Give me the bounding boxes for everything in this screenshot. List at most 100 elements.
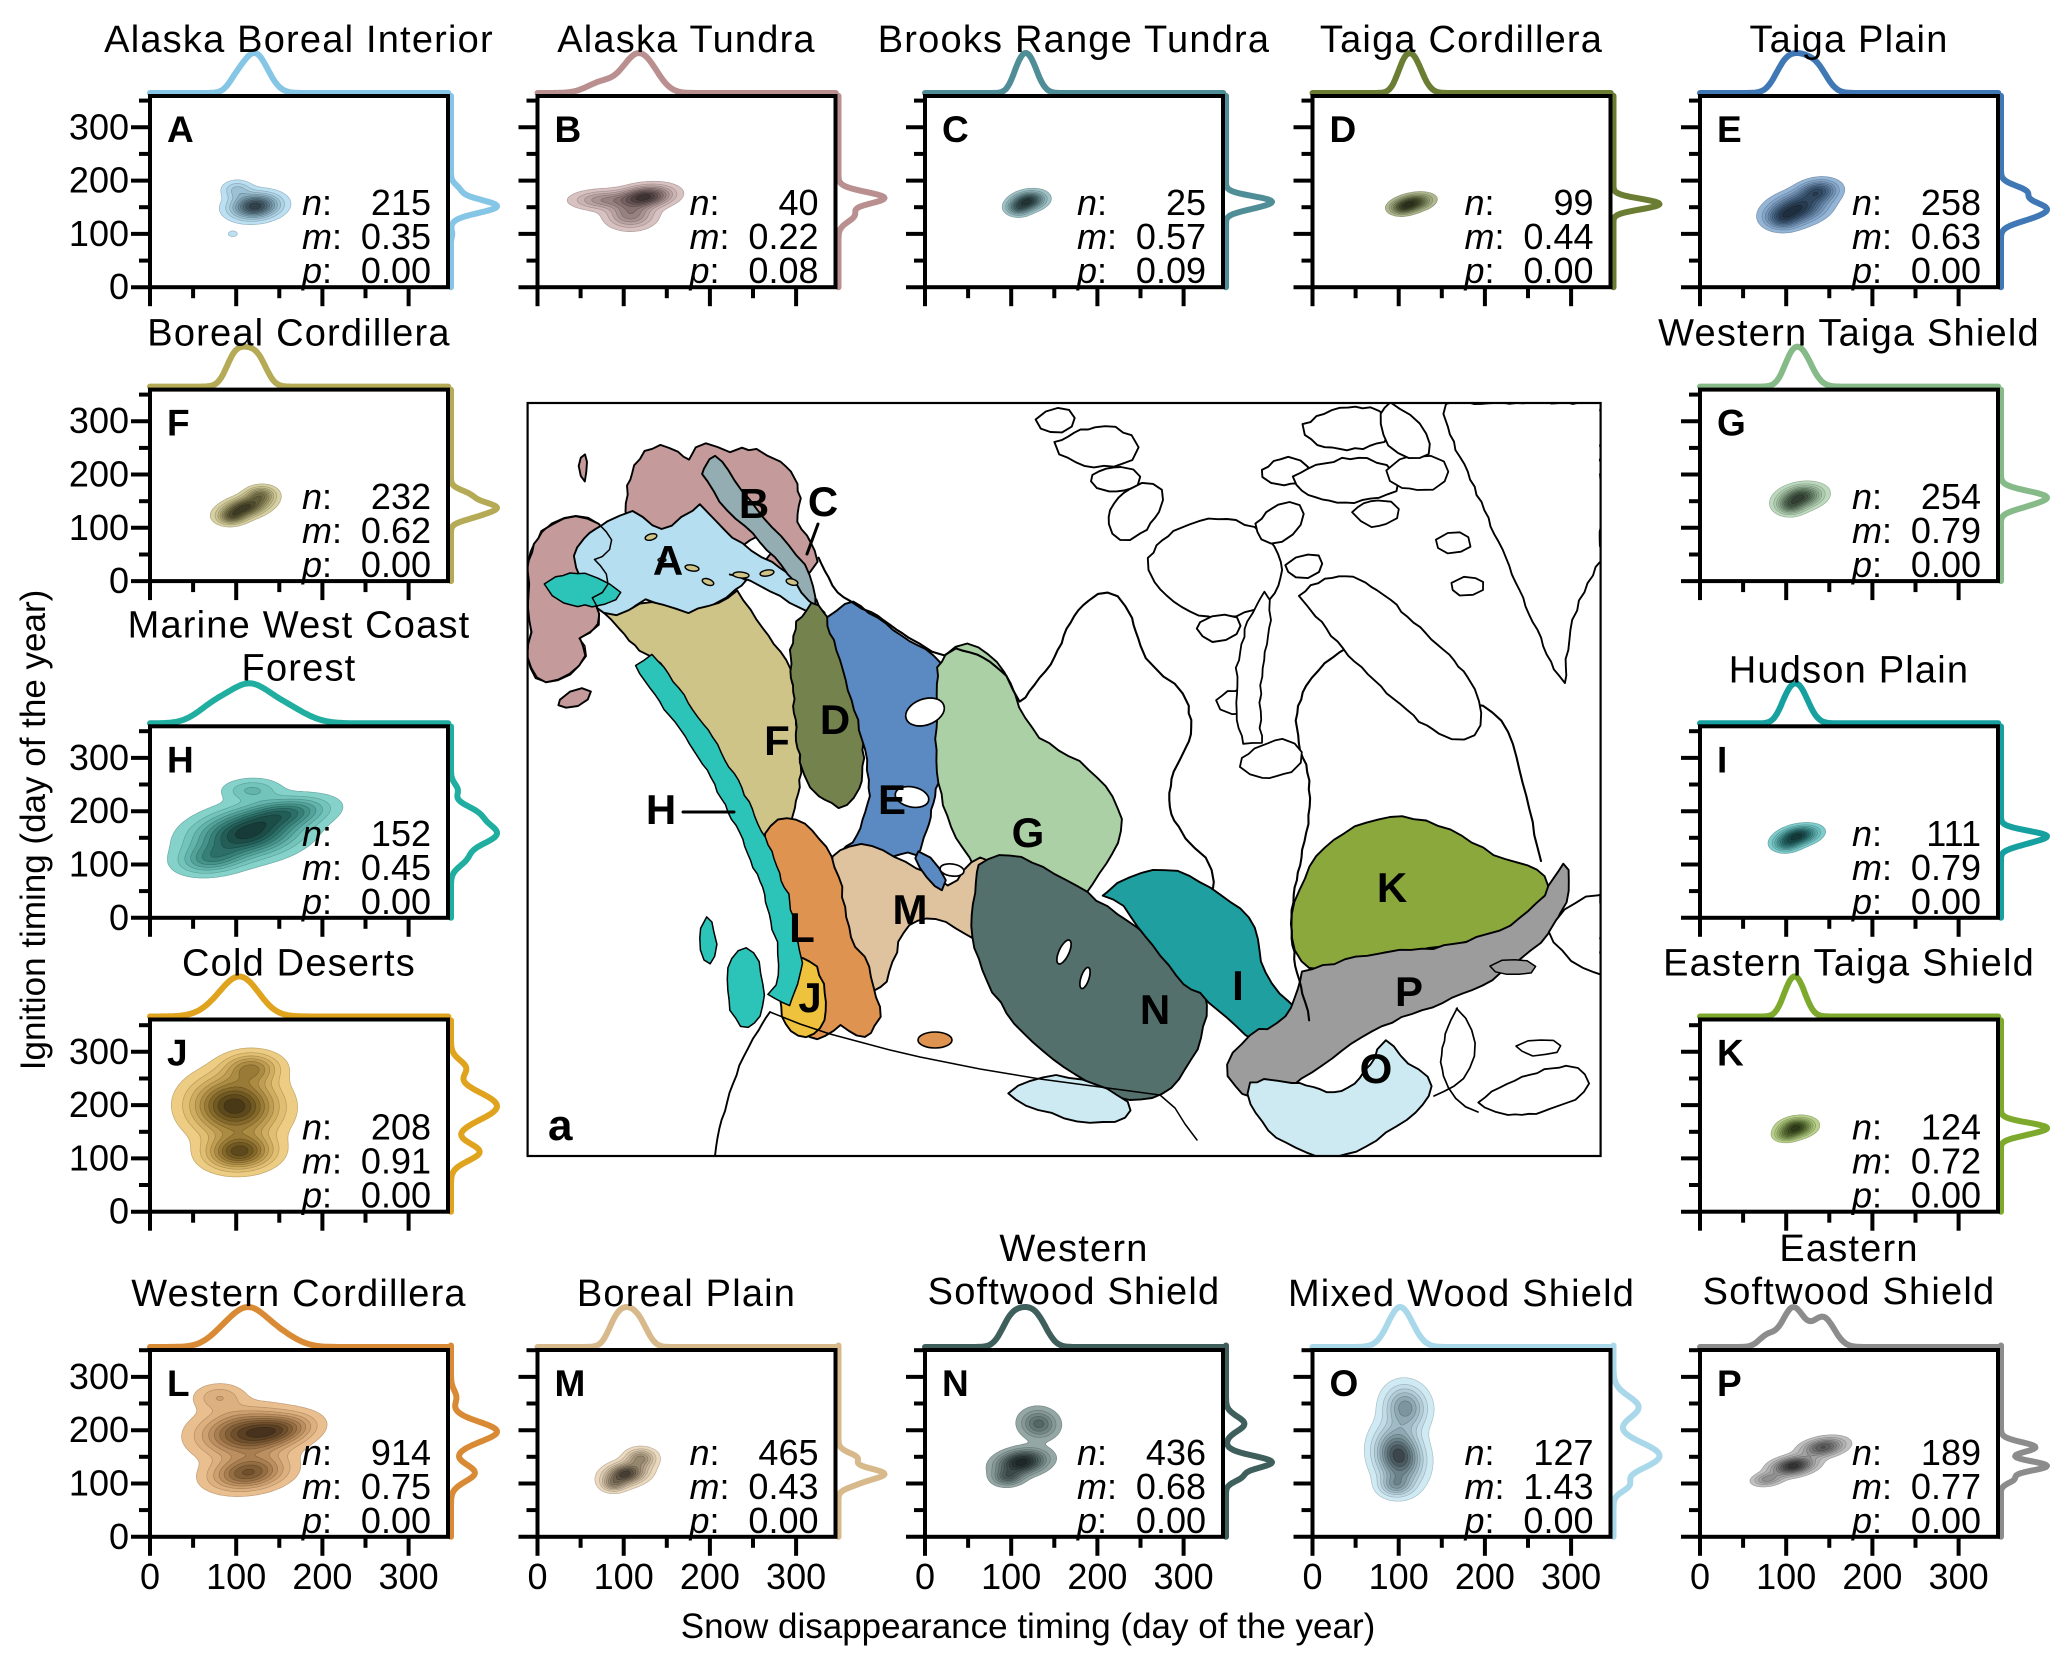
svg-text:0.00: 0.00	[1911, 1175, 1981, 1216]
svg-text:n:: n:	[1465, 182, 1495, 223]
svg-text:p:: p:	[301, 250, 332, 291]
svg-text:Marine West Coast: Marine West Coast	[128, 604, 471, 646]
svg-text:F: F	[764, 717, 790, 764]
svg-text:0.43: 0.43	[748, 1466, 818, 1507]
svg-text:40: 40	[778, 182, 818, 223]
svg-text:465: 465	[758, 1432, 818, 1473]
svg-text:n:: n:	[302, 813, 332, 854]
svg-text:A: A	[653, 537, 683, 584]
svg-text:0.00: 0.00	[1911, 544, 1981, 585]
svg-text:P: P	[1717, 1363, 1742, 1404]
svg-text:p:: p:	[301, 1175, 332, 1216]
svg-text:p:: p:	[1464, 1500, 1495, 1541]
svg-text:111: 111	[1926, 813, 1981, 854]
svg-text:0.00: 0.00	[1911, 1500, 1981, 1541]
svg-text:n:: n:	[1852, 476, 1882, 517]
svg-text:G: G	[1717, 403, 1746, 444]
svg-text:a: a	[548, 1101, 573, 1150]
svg-text:0.62: 0.62	[361, 510, 431, 551]
svg-text:152: 152	[371, 813, 431, 854]
svg-text:1.43: 1.43	[1523, 1466, 1593, 1507]
svg-text:99: 99	[1553, 182, 1593, 223]
svg-text:n:: n:	[302, 1432, 332, 1473]
svg-text:127: 127	[1533, 1432, 1593, 1473]
svg-text:Boreal Plain: Boreal Plain	[577, 1273, 796, 1315]
svg-text:p:: p:	[1076, 1500, 1107, 1541]
svg-text:0.00: 0.00	[361, 881, 431, 922]
svg-text:Snow disappearance timing (day: Snow disappearance timing (day of the ye…	[681, 1607, 1376, 1646]
svg-text:0.00: 0.00	[361, 1175, 431, 1216]
svg-text:C: C	[808, 478, 838, 525]
svg-text:0.35: 0.35	[361, 216, 431, 257]
svg-text:200: 200	[292, 1556, 352, 1597]
svg-text:200: 200	[1067, 1556, 1127, 1597]
svg-text:H: H	[646, 786, 676, 833]
svg-text:p:: p:	[689, 1500, 720, 1541]
svg-text:n:: n:	[690, 182, 720, 223]
svg-text:200: 200	[1842, 1556, 1902, 1597]
svg-text:124: 124	[1921, 1107, 1981, 1148]
svg-text:0.00: 0.00	[1136, 1500, 1206, 1541]
svg-text:189: 189	[1921, 1432, 1981, 1473]
svg-text:m:: m:	[302, 510, 342, 551]
svg-text:E: E	[1717, 109, 1742, 150]
svg-text:0.77: 0.77	[1911, 1466, 1981, 1507]
svg-text:m:: m:	[1077, 216, 1117, 257]
svg-text:200: 200	[69, 1084, 129, 1125]
svg-text:Alaska Tundra: Alaska Tundra	[557, 19, 816, 61]
svg-text:Western: Western	[999, 1228, 1148, 1270]
svg-text:D: D	[820, 696, 850, 743]
svg-text:m:: m:	[1077, 1466, 1117, 1507]
svg-text:100: 100	[1756, 1556, 1816, 1597]
svg-text:m:: m:	[302, 216, 342, 257]
svg-text:P: P	[1395, 968, 1423, 1015]
svg-text:100: 100	[69, 213, 129, 254]
svg-text:m:: m:	[1465, 216, 1505, 257]
svg-text:0: 0	[1690, 1556, 1710, 1597]
svg-text:p:: p:	[1851, 1175, 1882, 1216]
svg-text:100: 100	[594, 1556, 654, 1597]
svg-text:0: 0	[109, 897, 129, 938]
svg-text:200: 200	[69, 1409, 129, 1450]
svg-text:p:: p:	[1076, 250, 1107, 291]
svg-text:n:: n:	[1852, 1432, 1882, 1473]
svg-text:Softwood Shield: Softwood Shield	[928, 1271, 1221, 1313]
svg-text:n:: n:	[302, 476, 332, 517]
svg-text:0: 0	[1302, 1556, 1322, 1597]
svg-text:0.00: 0.00	[361, 250, 431, 291]
svg-text:0.63: 0.63	[1911, 216, 1981, 257]
svg-text:0.44: 0.44	[1523, 216, 1593, 257]
svg-text:0.00: 0.00	[1911, 250, 1981, 291]
svg-text:215: 215	[371, 182, 431, 223]
svg-text:B: B	[555, 109, 582, 150]
svg-text:m:: m:	[1465, 1466, 1505, 1507]
svg-text:O: O	[1360, 1045, 1393, 1092]
svg-text:p:: p:	[301, 881, 332, 922]
svg-text:n:: n:	[1852, 182, 1882, 223]
svg-text:Forest: Forest	[242, 647, 357, 689]
svg-text:m:: m:	[1852, 847, 1892, 888]
svg-text:n:: n:	[1852, 813, 1882, 854]
svg-text:0: 0	[109, 560, 129, 601]
svg-text:H: H	[167, 739, 194, 780]
svg-text:J: J	[167, 1033, 188, 1074]
svg-text:0.00: 0.00	[1911, 881, 1981, 922]
svg-text:208: 208	[371, 1107, 431, 1148]
svg-text:232: 232	[371, 476, 431, 517]
svg-text:0.00: 0.00	[361, 1500, 431, 1541]
svg-text:436: 436	[1146, 1432, 1206, 1473]
svg-text:200: 200	[680, 1556, 740, 1597]
svg-text:m:: m:	[1852, 510, 1892, 551]
svg-text:I: I	[1717, 739, 1727, 780]
svg-text:J: J	[798, 974, 821, 1021]
svg-text:0: 0	[109, 1516, 129, 1557]
svg-text:Taiga Plain: Taiga Plain	[1749, 19, 1948, 61]
svg-text:300: 300	[69, 1356, 129, 1397]
svg-text:N: N	[1140, 986, 1170, 1033]
svg-text:I: I	[1232, 962, 1244, 1009]
svg-text:n:: n:	[1077, 182, 1107, 223]
svg-text:0: 0	[109, 1191, 129, 1232]
svg-text:E: E	[878, 776, 906, 823]
svg-text:p:: p:	[689, 250, 720, 291]
svg-text:100: 100	[981, 1556, 1041, 1597]
